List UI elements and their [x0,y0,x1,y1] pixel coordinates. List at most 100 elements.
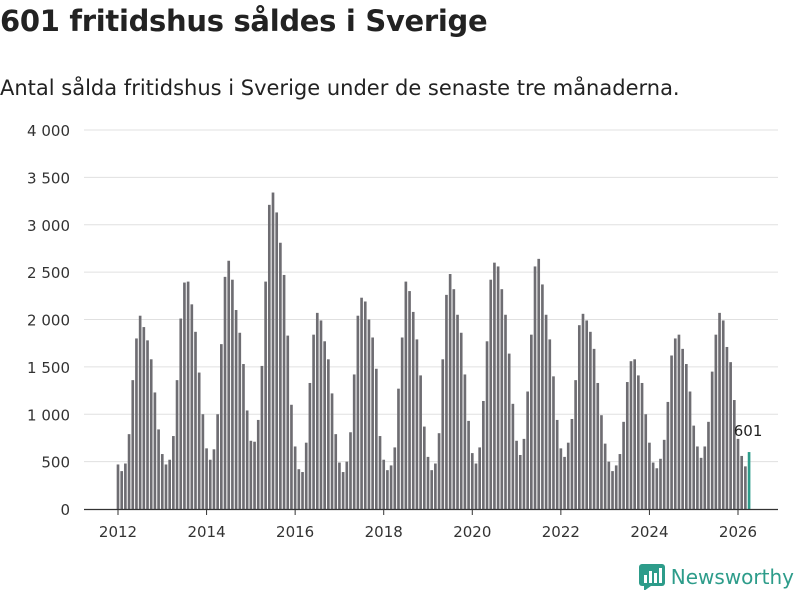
bar [315,312,319,509]
x-tick-label: 2012 [99,523,137,541]
bar [149,359,153,509]
bar [290,404,293,509]
bar [297,469,301,509]
bar [146,340,149,509]
bar [386,470,389,509]
bar [482,400,485,509]
bar [585,320,589,509]
y-tick-label: 0 [60,501,70,519]
x-tick-label: 2026 [719,523,757,541]
bar [190,304,194,509]
y-tick-label: 3 500 [27,169,70,187]
bar [577,325,581,509]
bar [212,449,216,509]
bar [533,266,537,509]
bar [552,376,555,509]
bar [352,374,356,509]
bar [721,320,725,509]
bar [260,365,264,509]
bar [349,432,352,509]
bar [566,442,570,509]
bar [441,359,445,509]
y-tick-label: 4 000 [27,122,70,140]
bar [267,204,271,510]
bar [183,282,186,509]
bar [537,258,541,509]
bar [633,359,636,509]
bar [172,436,175,509]
bar [592,348,596,509]
bar [356,315,360,509]
bar [452,289,456,509]
bar [515,440,518,509]
bar [201,414,205,509]
bar [264,281,267,509]
bar [404,281,408,509]
bar [504,314,507,509]
bar [194,331,197,509]
bar [666,401,670,509]
bar [714,334,718,509]
bar [459,332,463,509]
bar [637,375,640,509]
bar [393,447,397,509]
bar [548,339,552,509]
gridlines [84,129,778,463]
bar [175,380,179,509]
bar [408,291,411,509]
bar [485,341,489,509]
bar [282,274,286,509]
bar [242,364,245,509]
bar [205,448,208,509]
bar [164,464,168,509]
bar [729,362,732,509]
bar [216,414,219,509]
bar [622,421,625,509]
bar [670,355,673,509]
bar [611,471,614,509]
bar [363,301,367,509]
bar [157,429,160,509]
bar [526,391,529,509]
x-tick-label: 2024 [630,523,668,541]
bar [323,341,326,509]
bar [685,364,688,509]
bar [496,266,500,509]
bar [493,262,496,509]
y-tick-label: 500 [41,454,70,472]
y-tick-label: 2 000 [27,312,70,330]
bar [640,382,644,509]
bar [644,414,648,509]
bar [681,348,684,509]
bar [120,471,124,509]
bar [426,456,430,509]
bar [478,447,481,509]
bar [400,337,404,509]
bar [474,463,478,509]
bar [744,466,747,509]
bar [397,388,400,509]
bar [596,382,600,509]
bar [559,448,563,509]
bar [740,455,744,509]
bar [124,463,127,509]
bar [360,297,363,509]
bar [197,372,201,509]
bar [463,374,467,509]
x-tick-label: 2020 [453,523,491,541]
data-label-latest: 601 [734,422,763,440]
bar [256,419,260,509]
bar [541,284,544,509]
bar [430,470,434,509]
chart-title: 601 fritidshus såldes i Sverige [0,4,488,38]
x-tick-label: 2022 [542,523,580,541]
bar [618,454,622,509]
bar [338,462,341,509]
bar [507,353,511,509]
bar [659,458,662,509]
bar [415,339,419,509]
bar [308,382,312,509]
bar [522,438,526,509]
bar [511,403,515,509]
newsworthy-logo: Newsworthy [638,564,794,590]
